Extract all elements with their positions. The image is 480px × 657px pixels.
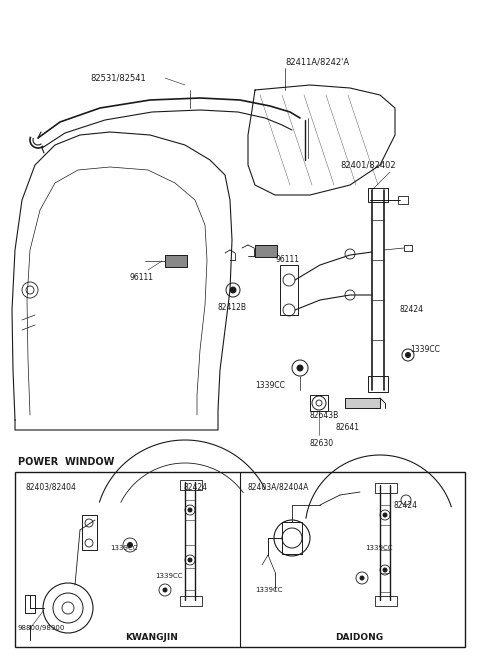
Bar xyxy=(310,395,328,411)
Bar xyxy=(398,196,408,204)
Bar xyxy=(375,483,397,493)
Text: 96111: 96111 xyxy=(130,273,154,283)
Text: 82401/82402: 82401/82402 xyxy=(340,160,396,170)
Circle shape xyxy=(128,543,132,547)
Circle shape xyxy=(406,353,410,357)
Bar xyxy=(180,596,202,606)
Bar xyxy=(368,188,388,202)
Text: 82424: 82424 xyxy=(393,501,417,509)
Bar xyxy=(165,255,187,267)
Circle shape xyxy=(163,588,167,592)
Text: 1339CC: 1339CC xyxy=(255,587,283,593)
Text: 82424: 82424 xyxy=(400,306,424,315)
Bar xyxy=(282,522,302,554)
Text: 82641: 82641 xyxy=(335,424,359,432)
Text: 96111: 96111 xyxy=(275,256,299,265)
Bar xyxy=(375,596,397,606)
Text: 1339CC: 1339CC xyxy=(365,545,393,551)
Circle shape xyxy=(230,287,236,293)
Bar xyxy=(82,515,97,550)
Text: 1339CC: 1339CC xyxy=(255,380,285,390)
Text: 82531/82541: 82531/82541 xyxy=(90,74,146,83)
Circle shape xyxy=(188,508,192,512)
Text: 98800/98900: 98800/98900 xyxy=(18,625,65,631)
Bar xyxy=(280,265,298,315)
Text: 82403A/82404A: 82403A/82404A xyxy=(248,482,310,491)
Circle shape xyxy=(297,365,303,371)
Text: 82412B: 82412B xyxy=(218,304,247,313)
Text: 82411A/8242'A: 82411A/8242'A xyxy=(285,58,349,66)
Circle shape xyxy=(188,558,192,562)
Bar xyxy=(404,245,412,251)
Text: POWER  WINDOW: POWER WINDOW xyxy=(18,457,114,467)
Bar xyxy=(368,376,388,392)
Bar xyxy=(345,398,380,408)
Text: 1339CC: 1339CC xyxy=(110,545,137,551)
Text: 82643B: 82643B xyxy=(310,411,339,420)
Text: 1339CC: 1339CC xyxy=(410,346,440,355)
Bar xyxy=(15,472,465,647)
Circle shape xyxy=(383,568,387,572)
Text: DAIDONG: DAIDONG xyxy=(335,633,383,643)
Text: KWANGJIN: KWANGJIN xyxy=(125,633,178,643)
Bar xyxy=(25,595,35,613)
Circle shape xyxy=(360,576,364,580)
Bar xyxy=(255,245,277,257)
Text: 82630: 82630 xyxy=(310,438,334,447)
Text: 82424: 82424 xyxy=(183,482,207,491)
Bar xyxy=(180,480,202,490)
Text: 82403/82404: 82403/82404 xyxy=(25,482,76,491)
Text: 1339CC: 1339CC xyxy=(155,573,182,579)
Circle shape xyxy=(383,513,387,517)
